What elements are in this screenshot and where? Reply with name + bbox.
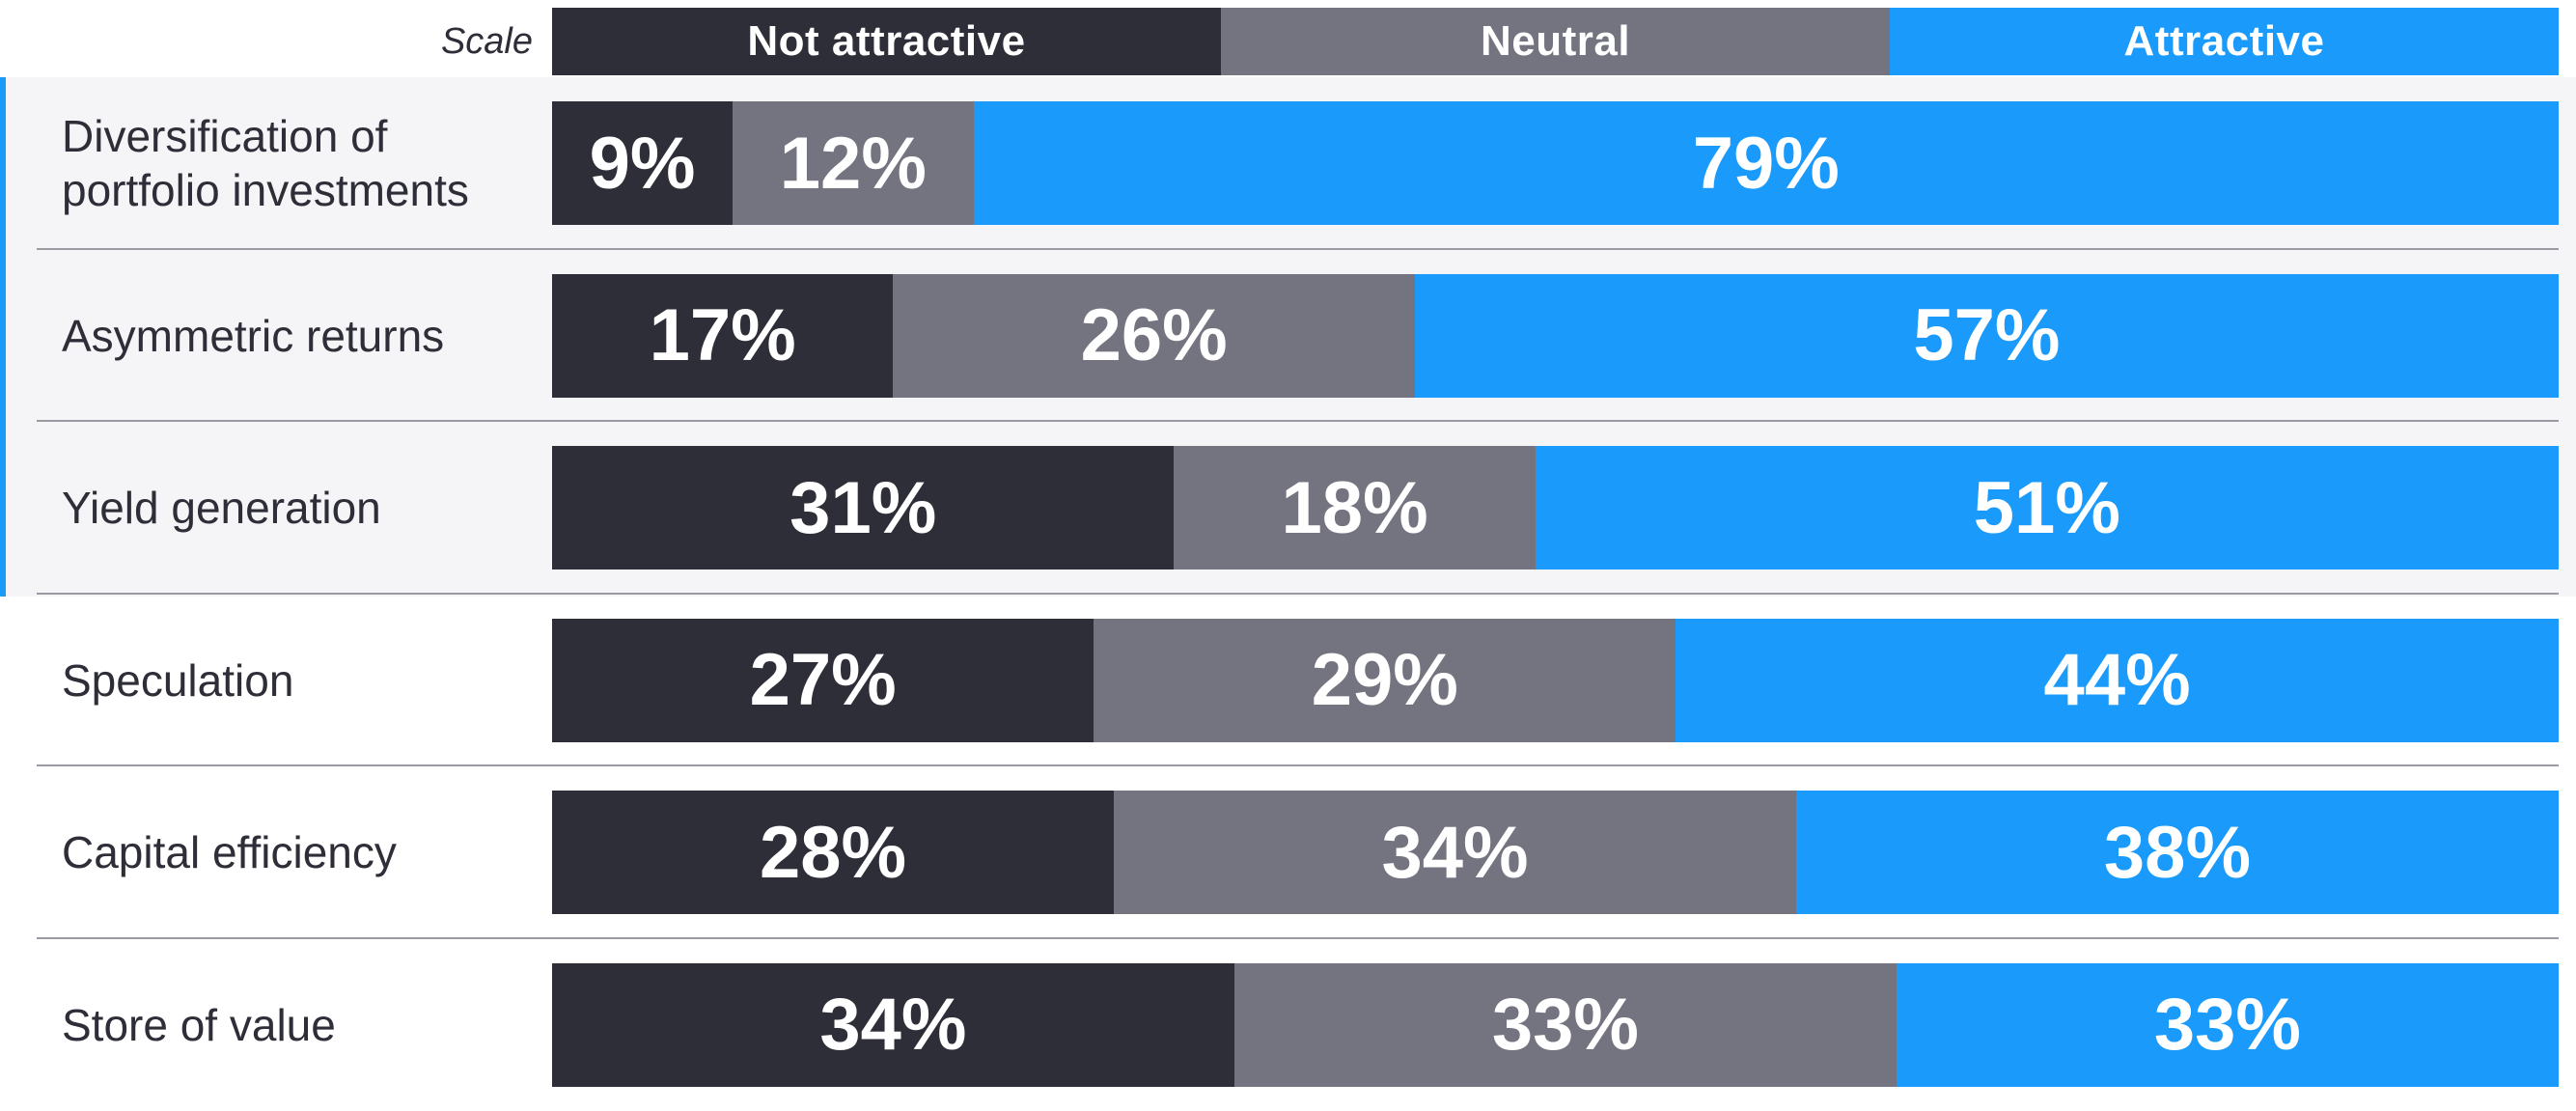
bar-segment-attractive: 38% — [1796, 791, 2559, 914]
data-label: 34% — [819, 983, 966, 1067]
chart-row: Speculation 27% 29% 44% — [0, 595, 2576, 767]
category-label: Speculation — [62, 595, 535, 767]
bar-segment-not-attractive: 31% — [552, 446, 1174, 569]
data-label: 33% — [1492, 983, 1639, 1067]
category-label: Store of value — [62, 939, 535, 1111]
stacked-bar: 9% 12% 79% — [552, 101, 2559, 225]
bar-segment-attractive: 51% — [1536, 446, 2559, 569]
chart-row: Capital efficiency 28% 34% 38% — [0, 766, 2576, 939]
data-label: 57% — [1913, 293, 2060, 377]
bar-segment-neutral: 33% — [1234, 963, 1897, 1087]
category-label: Asymmetric returns — [62, 250, 535, 423]
bar-segment-neutral: 18% — [1174, 446, 1535, 569]
data-label: 44% — [2044, 638, 2191, 722]
bar-segment-attractive: 57% — [1415, 274, 2559, 398]
bar-segment-neutral: 12% — [733, 101, 973, 225]
data-label: 12% — [780, 122, 927, 206]
legend-neutral: Neutral — [1221, 8, 1890, 75]
bar-segment-not-attractive: 9% — [552, 101, 733, 225]
stacked-bar: 28% 34% 38% — [552, 791, 2559, 914]
chart-row: Store of value 34% 33% 33% — [0, 939, 2576, 1111]
bar-segment-neutral: 34% — [1114, 791, 1796, 914]
data-label: 26% — [1081, 293, 1228, 377]
data-label: 9% — [590, 122, 696, 206]
chart-row: Asymmetric returns 17% 26% 57% — [0, 250, 2576, 423]
bar-segment-attractive: 44% — [1676, 619, 2559, 742]
data-label: 27% — [750, 638, 897, 722]
bar-segment-not-attractive: 34% — [552, 963, 1234, 1087]
data-label: 18% — [1282, 466, 1428, 550]
legend-not-attractive: Not attractive — [552, 8, 1221, 75]
category-label: Capital efficiency — [62, 766, 535, 939]
bar-segment-neutral: 26% — [893, 274, 1415, 398]
bar-segment-not-attractive: 27% — [552, 619, 1094, 742]
chart-rows: Diversification of portfolio investments… — [0, 77, 2576, 1111]
data-label: 79% — [1693, 122, 1840, 206]
data-label: 28% — [760, 811, 906, 895]
scale-label: Scale — [0, 8, 533, 75]
data-label: 17% — [650, 293, 796, 377]
data-label: 38% — [2104, 811, 2251, 895]
stacked-bar: 27% 29% 44% — [552, 619, 2559, 742]
bar-segment-attractive: 79% — [974, 101, 2559, 225]
bar-segment-neutral: 29% — [1094, 619, 1676, 742]
data-label: 34% — [1381, 811, 1528, 895]
category-label: Diversification of portfolio investments — [62, 77, 535, 250]
data-label: 31% — [789, 466, 936, 550]
chart-row: Yield generation 31% 18% 51% — [0, 422, 2576, 595]
data-label: 51% — [1974, 466, 2120, 550]
stacked-bar: 31% 18% 51% — [552, 446, 2559, 569]
chart-row: Diversification of portfolio investments… — [0, 77, 2576, 250]
legend-attractive: Attractive — [1890, 8, 2559, 75]
stacked-bar: 34% 33% 33% — [552, 963, 2559, 1087]
category-label: Yield generation — [62, 422, 535, 595]
data-label: 33% — [2154, 983, 2301, 1067]
bar-segment-not-attractive: 28% — [552, 791, 1114, 914]
stacked-bar: 17% 26% 57% — [552, 274, 2559, 398]
bar-segment-attractive: 33% — [1897, 963, 2559, 1087]
data-label: 29% — [1312, 638, 1458, 722]
bar-segment-not-attractive: 17% — [552, 274, 893, 398]
